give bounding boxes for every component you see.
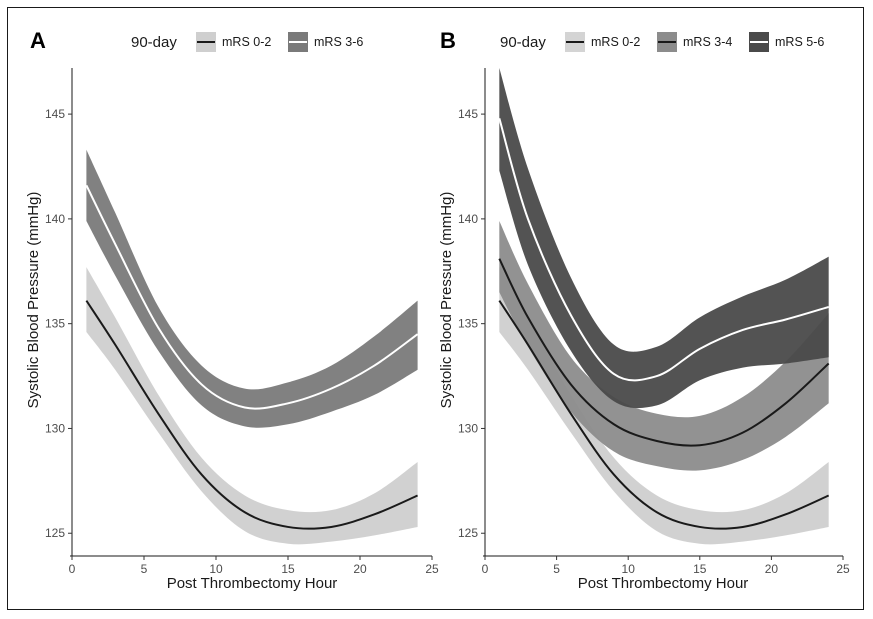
panel-a-y-tick-label: 125 <box>45 526 65 540</box>
panel-b-y-tick-label: 145 <box>458 107 478 121</box>
panel-a-x-tick-label: 5 <box>141 562 148 576</box>
panel-b-x-tick-label: 0 <box>482 562 489 576</box>
panel-a-legend: 90-day mRS 0-2 mRS 3-6 <box>131 32 363 52</box>
panel-a-x-tick-label: 10 <box>209 562 223 576</box>
panel-a-y-tick-label: 130 <box>45 421 65 435</box>
panel-b-plot-area: 125 130 135 140 145 0 5 10 15 20 25 <box>458 68 850 576</box>
panel-a-y-tick-label: 140 <box>45 212 65 226</box>
panel-b-y-tick-label: 125 <box>458 526 478 540</box>
panel-b: B 90-day mRS 0-2 mRS 3-4 mRS 5-6 125 130 135… <box>438 28 850 592</box>
panel-b-band-mrs-5-6 <box>499 68 829 409</box>
panel-b-legend-mrs-0-2-label: mRS 0-2 <box>591 35 640 49</box>
panel-a-x-tick-label: 0 <box>69 562 76 576</box>
panel-a-line-mrs-0-2 <box>85 300 419 530</box>
panel-b-line-mrs-0-2 <box>498 300 830 530</box>
panel-b-legend-mrs-3-4-label: mRS 3-4 <box>683 35 732 49</box>
panel-a-x-tick-label: 25 <box>425 562 439 576</box>
panel-b-x-tick-label: 20 <box>765 562 779 576</box>
panel-a-legend-mrs-0-2-label: mRS 0-2 <box>222 35 271 49</box>
panel-a-legend-title: 90-day <box>131 34 177 51</box>
panel-a-x-tick-label: 20 <box>353 562 367 576</box>
panel-a-y-tick-label: 135 <box>45 317 65 331</box>
panel-a-y-axis-title: Systolic Blood Pressure (mmHg) <box>25 192 42 409</box>
panel-b-x-tick-label: 5 <box>553 562 560 576</box>
panel-a-band-mrs-3-6 <box>86 149 418 428</box>
panel-a-x-tick-label: 15 <box>281 562 295 576</box>
panel-b-y-axis-title: Systolic Blood Pressure (mmHg) <box>438 192 455 409</box>
panel-b-letter: B <box>440 28 456 53</box>
figure-frame <box>7 7 864 610</box>
panel-b-y-tick-label: 140 <box>458 212 478 226</box>
panel-b-line-mrs-5-6 <box>498 118 829 382</box>
panel-b-legend: 90-day mRS 0-2 mRS 3-4 mRS 5-6 <box>500 32 824 52</box>
panel-b-y-tick-label: 130 <box>458 421 478 435</box>
panel-a: A 90-day mRS 0-2 mRS 3-6 125 130 135 140 145 0… <box>25 28 439 592</box>
panel-a-legend-mrs-3-6-label: mRS 3-6 <box>314 35 363 49</box>
panel-b-x-tick-label: 15 <box>693 562 707 576</box>
panel-b-x-axis-title: Post Thrombectomy Hour <box>578 575 749 592</box>
panel-b-line-mrs-3-4 <box>498 258 830 447</box>
panel-b-x-tick-label: 10 <box>622 562 636 576</box>
panel-a-x-axis-title: Post Thrombectomy Hour <box>167 575 338 592</box>
panel-b-legend-title: 90-day <box>500 34 546 51</box>
panel-a-plot-area: 125 130 135 140 145 0 5 10 15 20 25 <box>45 68 439 576</box>
panel-b-legend-mrs-5-6-label: mRS 5-6 <box>775 35 824 49</box>
panel-b-y-tick-label: 135 <box>458 317 478 331</box>
panel-a-line-mrs-3-6 <box>85 184 419 410</box>
panel-b-x-tick-label: 25 <box>836 562 850 576</box>
panel-b-band-mrs-3-4 <box>499 220 829 471</box>
panel-a-y-tick-label: 145 <box>45 107 65 121</box>
panel-a-letter: A <box>30 28 46 53</box>
